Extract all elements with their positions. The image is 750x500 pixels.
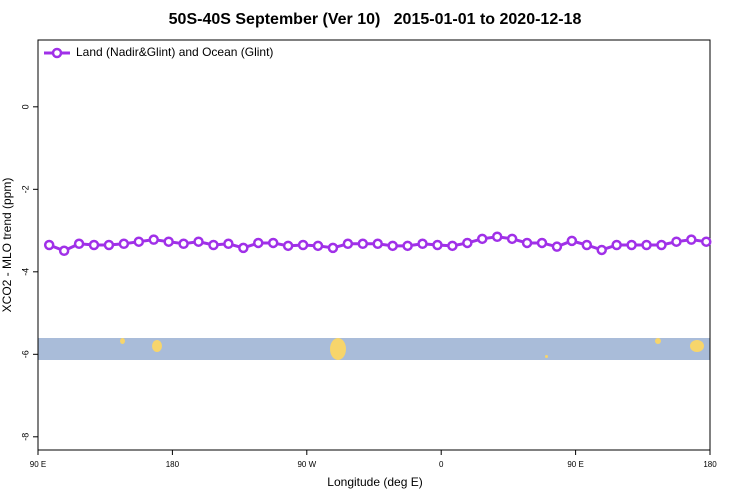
- x-tick-label: 0: [439, 460, 444, 469]
- data-point: [118, 238, 130, 250]
- data-point: [372, 238, 383, 250]
- data-point: [312, 240, 324, 252]
- data-point: [178, 238, 189, 250]
- data-point: [208, 239, 219, 251]
- legend-label: Land (Nadir&Glint) and Ocean (Glint): [76, 45, 273, 59]
- data-point: [73, 238, 85, 250]
- data-point: [103, 239, 115, 251]
- data-point: [133, 236, 145, 247]
- data-point: [88, 239, 100, 251]
- data-point: [521, 237, 533, 249]
- data-point: [238, 242, 249, 254]
- data-point: [417, 238, 428, 250]
- y-axis-label: XCO2 - MLO trend (ppm): [0, 178, 14, 313]
- data-point: [491, 231, 503, 243]
- map-strip: [38, 338, 710, 360]
- data-point: [342, 238, 354, 250]
- data-point: [641, 239, 652, 251]
- data-point: [327, 242, 339, 254]
- land-patch: [655, 338, 661, 344]
- data-point: [387, 240, 398, 252]
- data-point: [357, 238, 369, 250]
- land-patch: [545, 355, 548, 358]
- data-point: [611, 239, 622, 251]
- data-point: [223, 238, 234, 250]
- y-tick-label: -2: [20, 185, 30, 193]
- data-point: [581, 239, 593, 251]
- y-tick-label: 0: [20, 104, 30, 109]
- data-point: [566, 235, 578, 247]
- land-patch: [152, 340, 162, 352]
- chart-title: 50S-40S September (Ver 10) 2015-01-01 to…: [169, 11, 582, 28]
- data-point: [551, 241, 563, 252]
- data-point: [297, 239, 309, 251]
- data-point: [506, 233, 518, 245]
- legend-marker: [51, 47, 63, 59]
- data-point: [596, 244, 607, 256]
- x-tick-label: 90 E: [567, 460, 583, 469]
- land-patch: [690, 340, 704, 352]
- data-point: [447, 240, 458, 252]
- data-point: [282, 240, 294, 252]
- data-point: [671, 236, 682, 247]
- data-point: [701, 236, 712, 247]
- data-point: [267, 237, 279, 249]
- x-tick-label: 90 W: [297, 460, 316, 469]
- data-point: [253, 237, 264, 249]
- data-point: [432, 239, 443, 251]
- data-point: [462, 237, 473, 249]
- x-tick-label: 90 E: [30, 460, 46, 469]
- y-tick-label: -4: [20, 268, 30, 276]
- land-patch: [120, 338, 125, 344]
- x-tick-label: 180: [703, 460, 717, 469]
- y-tick-label: -6: [20, 350, 30, 358]
- data-point: [686, 234, 697, 245]
- data-point: [148, 234, 159, 245]
- data-point: [477, 233, 488, 245]
- data-point: [58, 245, 70, 257]
- data-point: [536, 237, 548, 249]
- data-point: [163, 236, 174, 247]
- x-axis-label: Longitude (deg E): [327, 475, 422, 489]
- x-tick-label: 180: [166, 460, 180, 469]
- data-point: [656, 239, 667, 251]
- data-point: [193, 236, 204, 247]
- data-point: [626, 239, 637, 251]
- data-point: [402, 240, 413, 252]
- y-tick-label: -8: [20, 433, 30, 441]
- land-patch: [330, 338, 346, 360]
- data-point: [43, 239, 55, 251]
